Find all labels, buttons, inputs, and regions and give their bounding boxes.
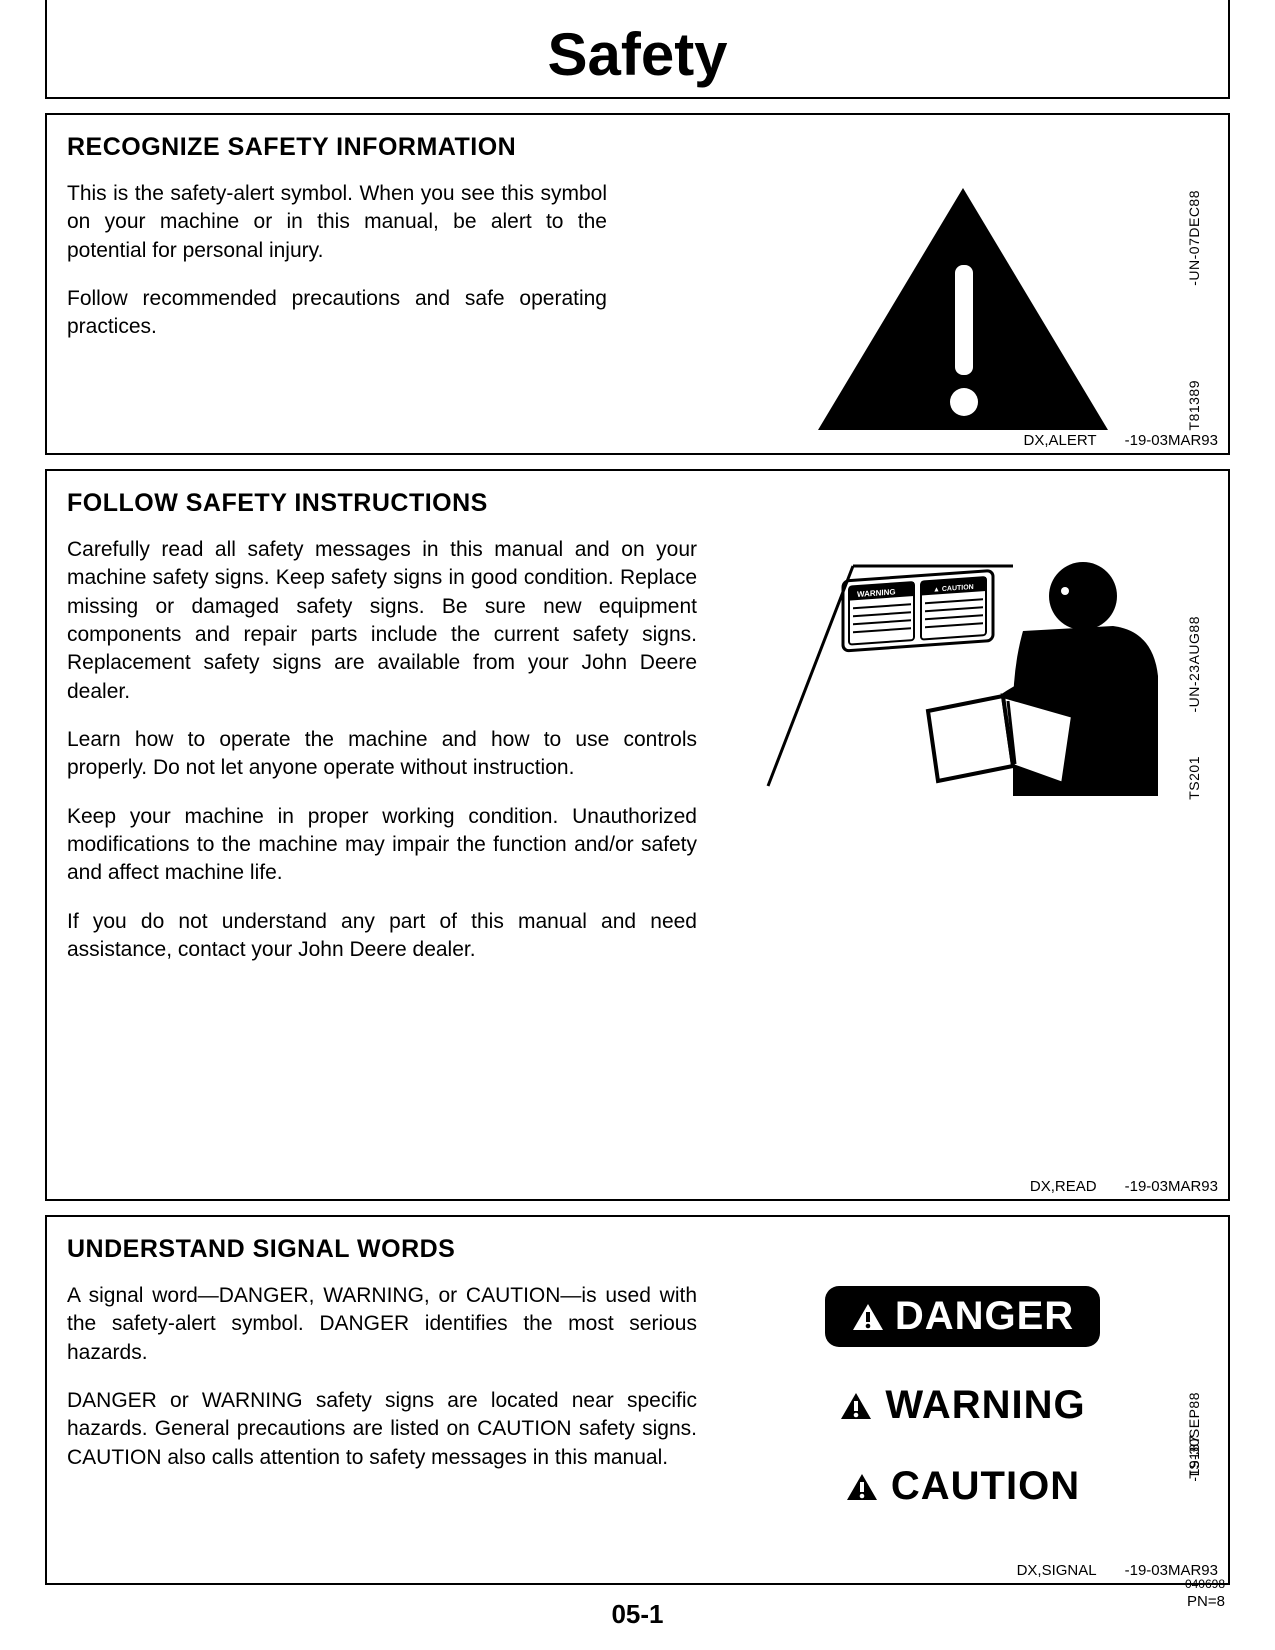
danger-label-box: DANGER — [825, 1286, 1100, 1347]
page-title: Safety — [47, 20, 1228, 89]
alert-triangle-small-icon — [845, 1472, 879, 1502]
section-follow-safety: FOLLOW SAFETY INSTRUCTIONS Carefully rea… — [45, 469, 1230, 1201]
section2-ref-date: -19-03MAR93 — [1125, 1178, 1218, 1195]
alert-triangle-small-icon — [851, 1302, 885, 1332]
section1-img-date: -UN-07DEC88 — [1186, 190, 1202, 286]
section3-p1: A signal word—DANGER, WARNING, or CAUTIO… — [67, 1282, 697, 1367]
section-signal-words: UNDERSTAND SIGNAL WORDS A signal word—DA… — [45, 1215, 1230, 1585]
section1-ref-date: -19-03MAR93 — [1125, 432, 1218, 449]
caution-label-line: CAUTION — [845, 1464, 1080, 1509]
section3-p2: DANGER or WARNING safety signs are locat… — [67, 1387, 697, 1472]
section1-ref-code: DX,ALERT — [1024, 432, 1097, 449]
section1-p1: This is the safety-alert symbol. When yo… — [67, 180, 607, 265]
section1-text: This is the safety-alert symbol. When yo… — [67, 180, 697, 440]
section2-heading: FOLLOW SAFETY INSTRUCTIONS — [67, 489, 1208, 518]
section3-ref-code: DX,SIGNAL — [1017, 1562, 1097, 1579]
warning-label: WARNING — [885, 1383, 1085, 1428]
doc-date: 040698 — [1185, 1576, 1225, 1592]
caution-label: CAUTION — [891, 1464, 1080, 1509]
section1-img-ref: T81389 — [1186, 380, 1202, 430]
section3-img-ref: TS187 — [1186, 1435, 1202, 1479]
section3-heading: UNDERSTAND SIGNAL WORDS — [67, 1235, 1208, 1264]
section1-heading: RECOGNIZE SAFETY INFORMATION — [67, 133, 1208, 162]
section3-image: DANGER WARNING CAUTION -19-30SEP88 TS187 — [717, 1282, 1208, 1509]
section2-img-date: -UN-23AUG88 — [1186, 616, 1202, 713]
warning-label-line: WARNING — [839, 1383, 1085, 1428]
safety-alert-triangle-icon — [808, 180, 1118, 440]
section1-image: -UN-07DEC88 T81389 — [717, 180, 1208, 440]
section1-footer-ref: DX,ALERT -19-03MAR93 — [1024, 432, 1218, 449]
section2-image: WARNING ▲ CAUTION — [717, 536, 1208, 984]
section2-footer-ref: DX,READ -19-03MAR93 — [1030, 1178, 1218, 1195]
alert-triangle-small-icon — [839, 1391, 873, 1421]
title-bar: Safety — [45, 0, 1230, 99]
section2-ref-code: DX,READ — [1030, 1178, 1097, 1195]
danger-label: DANGER — [895, 1294, 1074, 1339]
section2-p4: If you do not understand any part of thi… — [67, 908, 697, 965]
pn-label: PN=8 — [1185, 1592, 1225, 1612]
page-number: 05-1 — [45, 1599, 1230, 1630]
section2-p1: Carefully read all safety messages in th… — [67, 536, 697, 706]
bottom-right-refs: 040698 PN=8 — [1185, 1576, 1225, 1612]
section1-p2: Follow recommended precautions and safe … — [67, 285, 607, 342]
section-recognize-safety: RECOGNIZE SAFETY INFORMATION This is the… — [45, 113, 1230, 455]
section2-p2: Learn how to operate the machine and how… — [67, 726, 697, 783]
section2-text: Carefully read all safety messages in th… — [67, 536, 697, 984]
section2-p3: Keep your machine in proper working cond… — [67, 803, 697, 888]
section3-text: A signal word—DANGER, WARNING, or CAUTIO… — [67, 1282, 697, 1509]
person-reading-manual-icon: WARNING ▲ CAUTION — [753, 536, 1173, 816]
section2-img-ref: TS201 — [1186, 756, 1202, 800]
